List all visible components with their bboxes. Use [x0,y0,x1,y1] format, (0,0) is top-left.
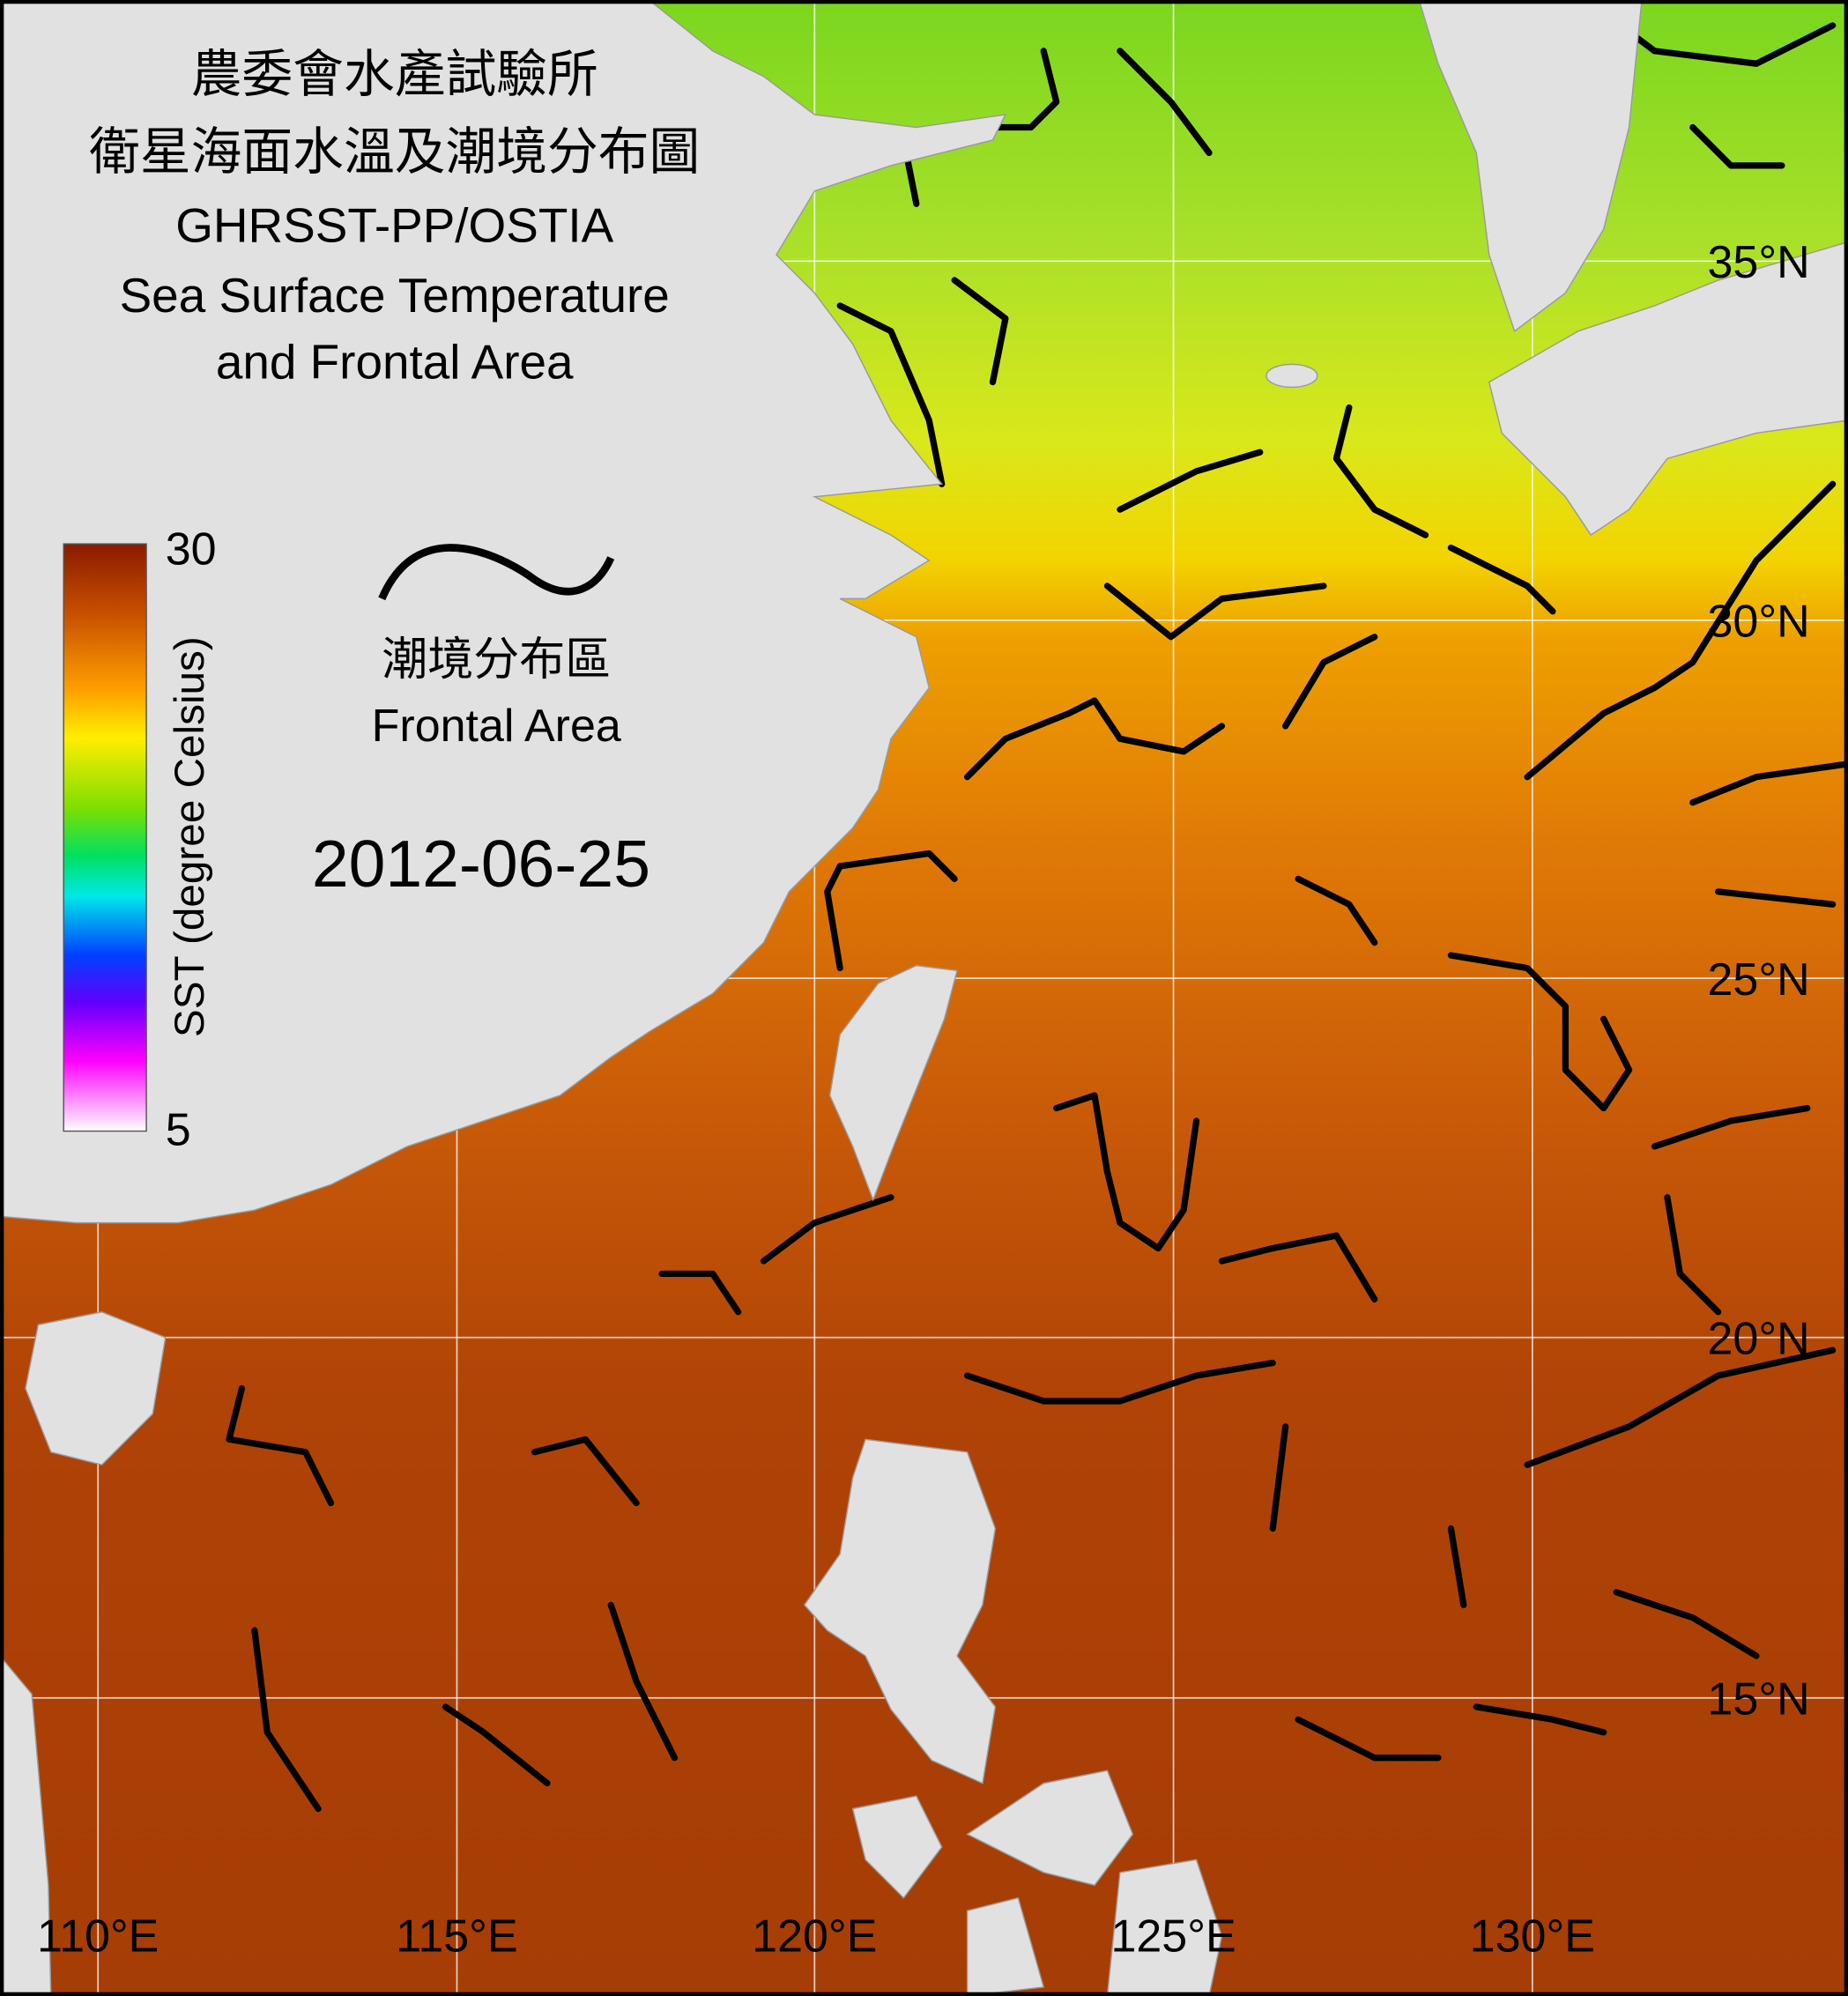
lon-label: 120°E [752,1911,877,1962]
colorbar-min: 5 [166,1104,191,1155]
lat-label: 15°N [1708,1674,1810,1725]
date: 2012-06-25 [312,827,650,901]
colorbar-label: SST (degree Celsius) [167,636,213,1037]
legend-label-en: Frontal Area [372,701,621,752]
title-line: 農委會水產試驗所 [191,47,598,103]
legend-label-zh: 潮境分布區 [382,634,611,686]
legend-symbol [378,544,615,601]
lon-label: 125°E [1110,1911,1236,1962]
colorbar-max: 30 [166,523,217,575]
title-line: and Frontal Area [216,334,574,389]
lat-label: 35°N [1708,237,1810,288]
lat-label: 30°N [1708,597,1810,648]
title-line: 衛星海面水溫及潮境分布圖 [89,124,700,181]
colorbar [63,543,147,1132]
lon-label: 115°E [396,1911,517,1962]
lon-label: 110°E [37,1911,159,1962]
lat-label: 25°N [1708,954,1810,1005]
title-line: GHRSST-PP/OSTIA [175,198,613,253]
lon-label: 130°E [1470,1911,1595,1962]
graticule-labels: 35°N 30°N 25°N 20°N 15°N 110°E 115°E 120°E 125°E… [37,237,1810,1962]
lat-label: 20°N [1708,1313,1810,1364]
fronts [226,9,1848,1813]
title-line: Sea Surface Temperature [120,268,670,323]
